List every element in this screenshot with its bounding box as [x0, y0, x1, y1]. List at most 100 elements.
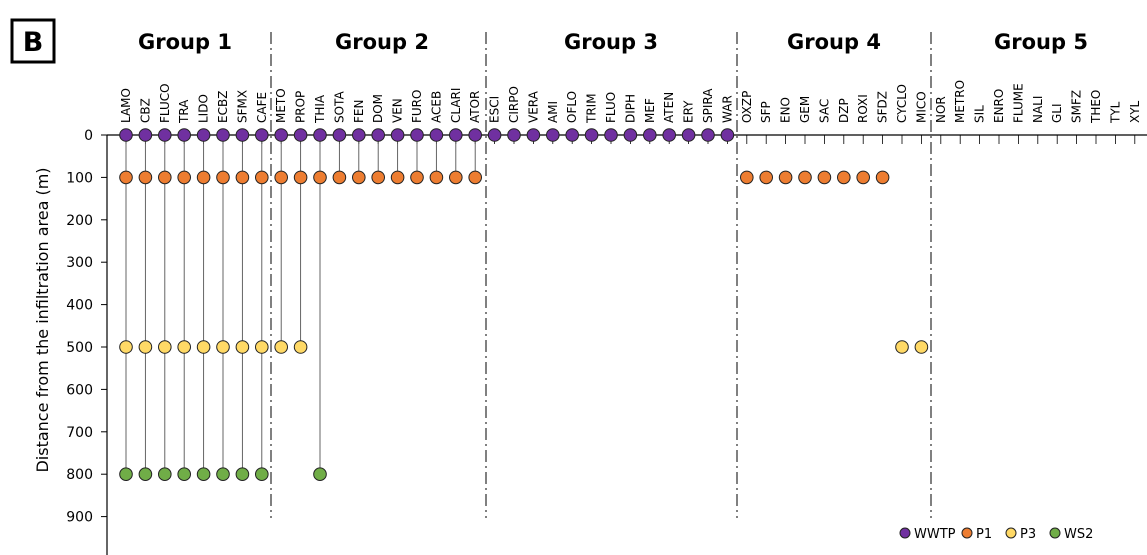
data-point-p1	[371, 170, 386, 185]
data-point-wwtp	[643, 128, 657, 142]
compound-label: MICO	[914, 91, 928, 123]
data-point-wwtp	[507, 128, 521, 142]
compound-label: SIL	[973, 105, 987, 123]
data-point-p3	[235, 340, 250, 354]
data-point-wwtp	[623, 128, 638, 142]
compound-label: GLI	[1050, 103, 1064, 123]
y-tick-label: 0	[84, 128, 93, 144]
compound-label: LAMO	[119, 88, 133, 123]
legend-marker	[1049, 527, 1061, 539]
group-title: Group 1	[138, 30, 232, 54]
panel-label: B	[23, 27, 44, 58]
data-point-p1	[158, 170, 172, 185]
data-point-p3	[138, 340, 153, 354]
data-point-p1	[856, 170, 871, 185]
compound-label: METO	[274, 88, 288, 123]
data-point-wwtp	[293, 128, 308, 142]
data-point-wwtp	[352, 128, 366, 142]
compound-label: SAC	[817, 99, 831, 123]
data-point-wwtp	[604, 128, 618, 142]
compound-label: ROXI	[856, 94, 870, 123]
compound-label: VERA	[526, 90, 540, 123]
data-point-wwtp	[584, 128, 599, 142]
data-point-ws2	[138, 467, 153, 482]
data-point-p3	[895, 340, 909, 354]
data-point-wwtp	[158, 128, 172, 142]
compound-label: LIDO	[197, 94, 211, 123]
compound-label: CYCLO	[895, 84, 909, 123]
group-title: Group 4	[787, 30, 881, 54]
compound-label: THEO	[1089, 90, 1103, 124]
data-point-p1	[216, 170, 230, 185]
compound-label: SPIRA	[701, 88, 715, 123]
compound-label: OFLO	[565, 91, 579, 123]
legend-marker	[1005, 527, 1017, 539]
data-point-wwtp	[546, 128, 560, 142]
data-point-wwtp	[177, 128, 191, 142]
compound-label: ERY	[682, 100, 696, 123]
compound-label: PROP	[294, 91, 308, 123]
compound-label: AMI	[546, 101, 560, 123]
data-point-ws2	[177, 467, 191, 482]
y-tick-label: 500	[66, 340, 93, 356]
data-point-ws2	[119, 467, 133, 482]
compound-label: METRO	[953, 80, 967, 123]
data-point-wwtp	[468, 128, 483, 142]
data-point-p1	[759, 170, 774, 185]
data-point-wwtp	[332, 128, 347, 142]
data-point-wwtp	[565, 128, 580, 142]
data-point-p1	[410, 170, 424, 185]
compound-label: VEN	[391, 98, 405, 123]
compound-label: SMFZ	[1070, 90, 1084, 123]
compound-label: NOR	[934, 96, 948, 123]
data-point-p3	[158, 340, 172, 354]
compound-label: DIPH	[623, 94, 637, 123]
compound-label: FLUO	[604, 92, 618, 123]
legend-label: WS2	[1064, 527, 1093, 542]
data-point-p1	[313, 170, 327, 185]
data-point-p1	[429, 170, 444, 185]
data-point-p1	[332, 170, 347, 185]
legend-marker	[961, 527, 973, 539]
compound-label: ACEB	[429, 91, 443, 123]
data-point-wwtp	[487, 128, 502, 142]
compound-label: GEM	[798, 96, 812, 123]
compound-label: TRA	[177, 99, 191, 124]
data-point-wwtp	[662, 128, 677, 142]
data-point-p1	[778, 170, 793, 185]
data-point-p3	[914, 340, 929, 354]
data-point-ws2	[254, 467, 269, 482]
compound-label: ECBZ	[216, 91, 230, 123]
data-point-p1	[449, 170, 463, 185]
data-point-wwtp	[429, 128, 444, 142]
data-point-ws2	[158, 467, 172, 482]
data-point-p1	[798, 170, 812, 185]
group-title: Group 3	[564, 30, 658, 54]
compound-label: CIRPO	[507, 86, 521, 123]
data-point-wwtp	[216, 128, 230, 142]
data-point-wwtp	[526, 128, 541, 142]
compound-label: THIA	[313, 94, 327, 124]
group-title: Group 2	[335, 30, 429, 54]
data-point-wwtp	[235, 128, 250, 142]
data-point-p1	[196, 170, 211, 185]
y-tick-label: 300	[66, 255, 93, 271]
data-point-p1	[468, 170, 483, 185]
data-point-wwtp	[390, 128, 405, 142]
compound-label: FLUCO	[158, 83, 172, 123]
y-tick-label: 900	[66, 510, 93, 526]
data-point-wwtp	[701, 128, 715, 142]
legend-label: P1	[976, 527, 992, 542]
compound-label: ESCI	[488, 96, 502, 123]
data-point-wwtp	[119, 128, 133, 142]
compound-label: FURO	[410, 90, 424, 123]
compound-label: CLARI	[449, 88, 463, 123]
y-tick-label: 600	[66, 382, 93, 398]
data-point-wwtp	[274, 128, 289, 142]
compound-label: XYL	[1128, 100, 1142, 123]
legend-label: WWTP	[914, 527, 956, 542]
data-point-wwtp	[410, 128, 424, 142]
data-point-p3	[177, 340, 191, 354]
